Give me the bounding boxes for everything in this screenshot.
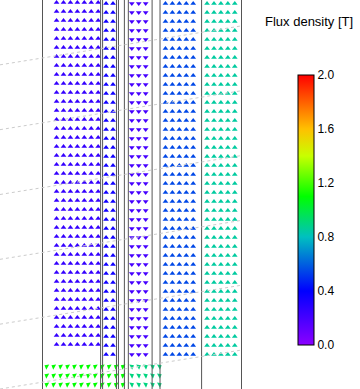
svg-text:0.4: 0.4 bbox=[317, 284, 334, 298]
svg-text:1.2: 1.2 bbox=[317, 176, 334, 190]
svg-text:Flux density [T]: Flux density [T] bbox=[265, 14, 353, 29]
svg-text:2.0: 2.0 bbox=[317, 68, 334, 82]
svg-text:0.0: 0.0 bbox=[317, 338, 334, 352]
svg-text:1.6: 1.6 bbox=[317, 122, 334, 136]
svg-text:0.8: 0.8 bbox=[317, 230, 334, 244]
